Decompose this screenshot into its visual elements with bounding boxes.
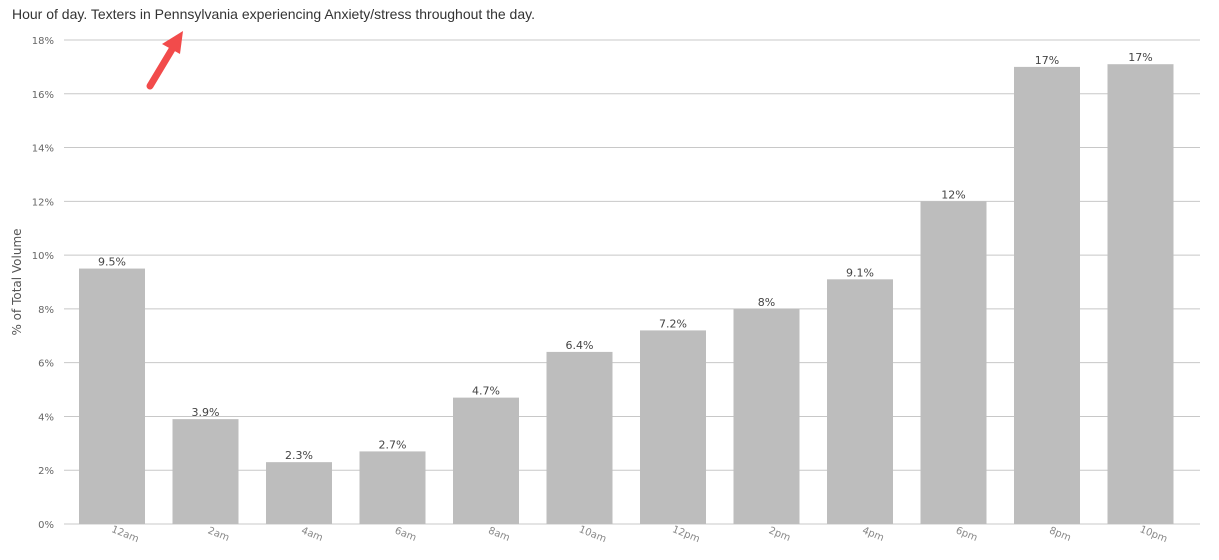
x-tick-label: 8pm bbox=[1047, 525, 1072, 544]
x-tick-label: 12am bbox=[110, 524, 141, 545]
arrow-up-right-icon bbox=[146, 31, 183, 90]
y-tick-label: 18% bbox=[32, 36, 54, 47]
bar-6am bbox=[359, 451, 426, 524]
data-label: 3.9% bbox=[192, 406, 220, 419]
bar-10pm bbox=[1107, 64, 1174, 524]
bar-12pm bbox=[640, 330, 706, 524]
data-label: 12% bbox=[941, 188, 965, 201]
x-tick-label: 4am bbox=[300, 525, 325, 544]
y-tick-label: 2% bbox=[38, 466, 54, 477]
y-tick-label: 0% bbox=[38, 520, 54, 531]
y-tick-label: 12% bbox=[32, 197, 54, 208]
data-label: 2.7% bbox=[379, 438, 407, 451]
data-label: 7.2% bbox=[659, 317, 687, 330]
data-label: 17% bbox=[1128, 51, 1152, 64]
data-label: 9.1% bbox=[846, 266, 874, 279]
data-label: 4.7% bbox=[472, 385, 500, 398]
y-tick-label: 8% bbox=[38, 305, 54, 316]
data-label: 17% bbox=[1035, 54, 1059, 67]
bar-2am bbox=[172, 419, 239, 524]
y-axis-label: % of Total Volume bbox=[10, 228, 24, 335]
x-tick-label: 10pm bbox=[1138, 524, 1169, 545]
y-tick-label: 4% bbox=[38, 412, 54, 423]
bar-8am bbox=[453, 397, 519, 524]
data-labels: 9.5% 3.9% 2.3% 2.7% 4.7% 6.4% 7.2% 8% 9.1% 12% 17%… bbox=[98, 51, 1153, 462]
x-tick-label: 8am bbox=[487, 525, 512, 544]
x-tick-label: 10am bbox=[577, 524, 608, 545]
y-tick-label: 14% bbox=[32, 144, 54, 155]
y-tick-label: 6% bbox=[38, 359, 54, 370]
chart-title: Hour of day. Texters in Pennsylvania exp… bbox=[12, 6, 535, 22]
x-tick-label: 6am bbox=[393, 525, 418, 544]
bar-2pm bbox=[733, 308, 800, 524]
data-label: 6.4% bbox=[566, 339, 594, 352]
x-axis-ticks: 12am 2am 4am 6am 8am 10am 12pm 2pm 4pm 6pm 8pm 10pm bbox=[110, 524, 1169, 545]
data-label: 2.3% bbox=[285, 449, 313, 462]
bar-12am bbox=[79, 268, 145, 524]
x-tick-label: 2am bbox=[206, 525, 231, 544]
y-tick-label: 10% bbox=[32, 251, 54, 262]
bar-6pm bbox=[920, 201, 987, 525]
y-tick-label: 16% bbox=[32, 90, 54, 101]
x-tick-label: 4pm bbox=[860, 525, 885, 544]
data-label: 9.5% bbox=[98, 256, 126, 269]
x-tick-label: 2pm bbox=[767, 525, 792, 544]
y-axis-ticks: 0% 2% 4% 6% 8% 10% 12% 14% 16% 18% bbox=[32, 36, 54, 531]
bar-4pm bbox=[827, 279, 893, 524]
bar-8pm bbox=[1014, 66, 1080, 524]
bar-10am bbox=[546, 351, 613, 524]
x-tick-label: 6pm bbox=[954, 525, 979, 544]
bar-4am bbox=[266, 462, 332, 524]
data-label: 8% bbox=[758, 296, 775, 309]
x-tick-label: 12pm bbox=[671, 524, 702, 545]
bars bbox=[79, 64, 1174, 525]
gridlines bbox=[64, 39, 1200, 525]
